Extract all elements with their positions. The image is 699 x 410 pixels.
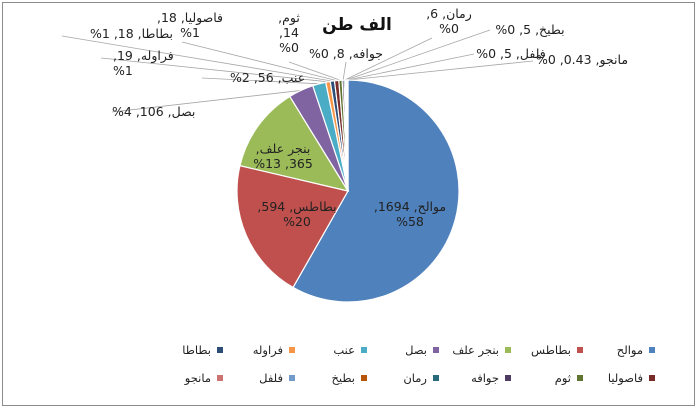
leader-line-13	[347, 53, 475, 81]
legend-label: بطيخ	[331, 371, 355, 385]
data-label-3: بنجر علف, 365, %13	[253, 141, 313, 171]
legend-label: فاصوليا	[608, 371, 643, 386]
leader-line-8	[181, 41, 337, 81]
data-label-14: مانجو, 0.43, 0%	[536, 52, 628, 68]
legend-swatch	[217, 347, 223, 353]
legend-label: رمان	[403, 371, 427, 386]
legend-label: بطاطس	[531, 343, 571, 358]
data-label-1: موالح, 1694, %58	[374, 199, 446, 229]
data-label-6: فراوله, 19, %1	[113, 48, 174, 78]
legend-item-9: ثوم	[555, 371, 583, 386]
legend-label: ثوم	[555, 371, 571, 386]
legend-label: فلفل	[259, 371, 283, 385]
legend-swatch	[649, 375, 655, 381]
leader-line-7	[61, 35, 333, 82]
legend-swatch	[433, 347, 439, 353]
legend-item-5: عنب	[333, 343, 367, 357]
legend-item-2: بطاطس	[531, 343, 583, 358]
legend-item-1: موالح	[617, 343, 655, 358]
data-label-8: فاصوليا, 18, %1	[157, 10, 223, 40]
legend-swatch	[217, 375, 223, 381]
legend-label: بطاطا	[182, 343, 211, 357]
legend-label: بنجر علف	[452, 343, 499, 358]
legend-swatch	[577, 375, 583, 381]
pie-slice-1	[292, 79, 460, 303]
legend-item-11: رمان	[403, 371, 439, 386]
data-label-4: بصل, 106, 4%	[112, 104, 195, 119]
data-label-7: بطاطا, 18, 1%	[90, 26, 173, 41]
legend-swatch	[505, 347, 511, 353]
legend-item-3: بنجر علف	[452, 343, 511, 358]
leader-line-12	[345, 29, 491, 81]
chart-title: الف طن	[322, 15, 392, 35]
legend-item-10: جوافه	[471, 371, 511, 386]
data-label-12: بطيخ, 5, 0%	[495, 22, 564, 37]
legend-label: بصل	[405, 343, 427, 357]
data-label-2: بطاطس, 594, %20	[257, 199, 336, 229]
data-label-11: رمان, 6, %0	[426, 6, 472, 36]
data-label-9: ثوم, 14, %0	[278, 10, 300, 55]
pie-slice-3	[239, 95, 350, 192]
pie-slice-2	[236, 164, 349, 289]
leader-line-10	[342, 61, 347, 81]
data-label-5: عنب, 56, 2%	[230, 70, 305, 85]
legend-swatch	[433, 375, 439, 381]
legend-swatch	[361, 347, 367, 353]
legend-item-13: فلفل	[259, 371, 295, 385]
data-label-13: فلفل, 5, 0%	[476, 46, 546, 61]
legend-swatch	[505, 375, 511, 381]
leader-line-4	[111, 90, 302, 113]
legend-item-4: بصل	[405, 343, 439, 357]
legend-item-14: مانجو	[184, 371, 223, 386]
legend-label: جوافه	[471, 371, 499, 386]
leader-line-5	[201, 77, 320, 85]
leader-line-14	[347, 60, 534, 81]
legend-swatch	[289, 375, 295, 381]
data-label-10: جوافه, 8, 0%	[309, 46, 383, 62]
legend-item-6: فراوله	[253, 343, 295, 358]
legend-swatch	[649, 347, 655, 353]
legend-label: موالح	[617, 343, 643, 358]
leader-line-11	[344, 37, 433, 81]
legend-swatch	[577, 347, 583, 353]
legend-label: مانجو	[184, 371, 211, 386]
legend-label: عنب	[333, 343, 355, 357]
legend-item-8: فاصوليا	[608, 371, 655, 386]
legend-item-7: بطاطا	[182, 343, 223, 357]
legend-item-12: بطيخ	[331, 371, 367, 385]
legend-label: فراوله	[253, 343, 283, 358]
legend-swatch	[361, 375, 367, 381]
leader-line-9	[288, 61, 341, 81]
legend-swatch	[289, 347, 295, 353]
leader-line-6	[100, 57, 329, 83]
